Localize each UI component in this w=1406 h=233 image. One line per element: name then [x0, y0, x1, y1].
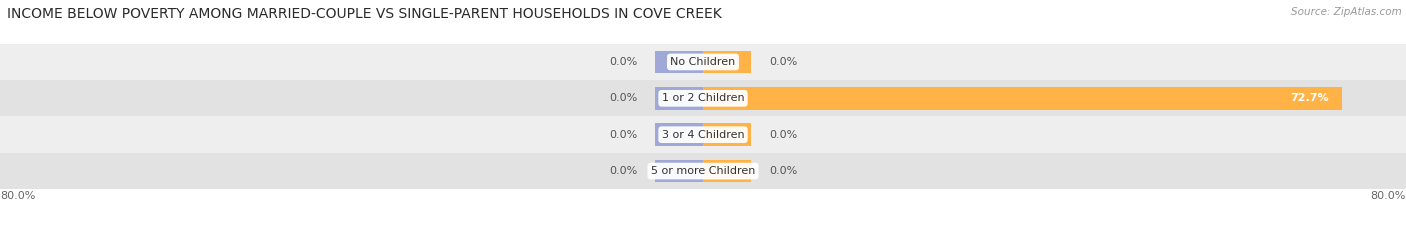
Text: 5 or more Children: 5 or more Children [651, 166, 755, 176]
Bar [655, 123, 703, 146]
Text: 3 or 4 Children: 3 or 4 Children [662, 130, 744, 140]
Text: 0.0%: 0.0% [609, 130, 637, 140]
Bar [703, 87, 1341, 110]
Text: INCOME BELOW POVERTY AMONG MARRIED-COUPLE VS SINGLE-PARENT HOUSEHOLDS IN COVE CR: INCOME BELOW POVERTY AMONG MARRIED-COUPL… [7, 7, 721, 21]
Text: 0.0%: 0.0% [609, 166, 637, 176]
Text: 72.7%: 72.7% [1291, 93, 1329, 103]
Text: 0.0%: 0.0% [609, 57, 637, 67]
Bar [0, 153, 1406, 189]
Bar [0, 116, 1406, 153]
Text: 0.0%: 0.0% [609, 93, 637, 103]
Bar [703, 160, 751, 182]
Text: Source: ZipAtlas.com: Source: ZipAtlas.com [1291, 7, 1402, 17]
Bar [655, 51, 703, 73]
Text: 80.0%: 80.0% [1371, 191, 1406, 201]
Text: 0.0%: 0.0% [769, 57, 797, 67]
Bar [0, 44, 1406, 80]
Bar [0, 80, 1406, 116]
Bar [655, 160, 703, 182]
Text: 1 or 2 Children: 1 or 2 Children [662, 93, 744, 103]
Text: 0.0%: 0.0% [769, 130, 797, 140]
Text: 0.0%: 0.0% [769, 166, 797, 176]
Bar [703, 51, 751, 73]
Text: 80.0%: 80.0% [0, 191, 35, 201]
Bar [703, 123, 751, 146]
Bar [655, 87, 703, 110]
Text: No Children: No Children [671, 57, 735, 67]
